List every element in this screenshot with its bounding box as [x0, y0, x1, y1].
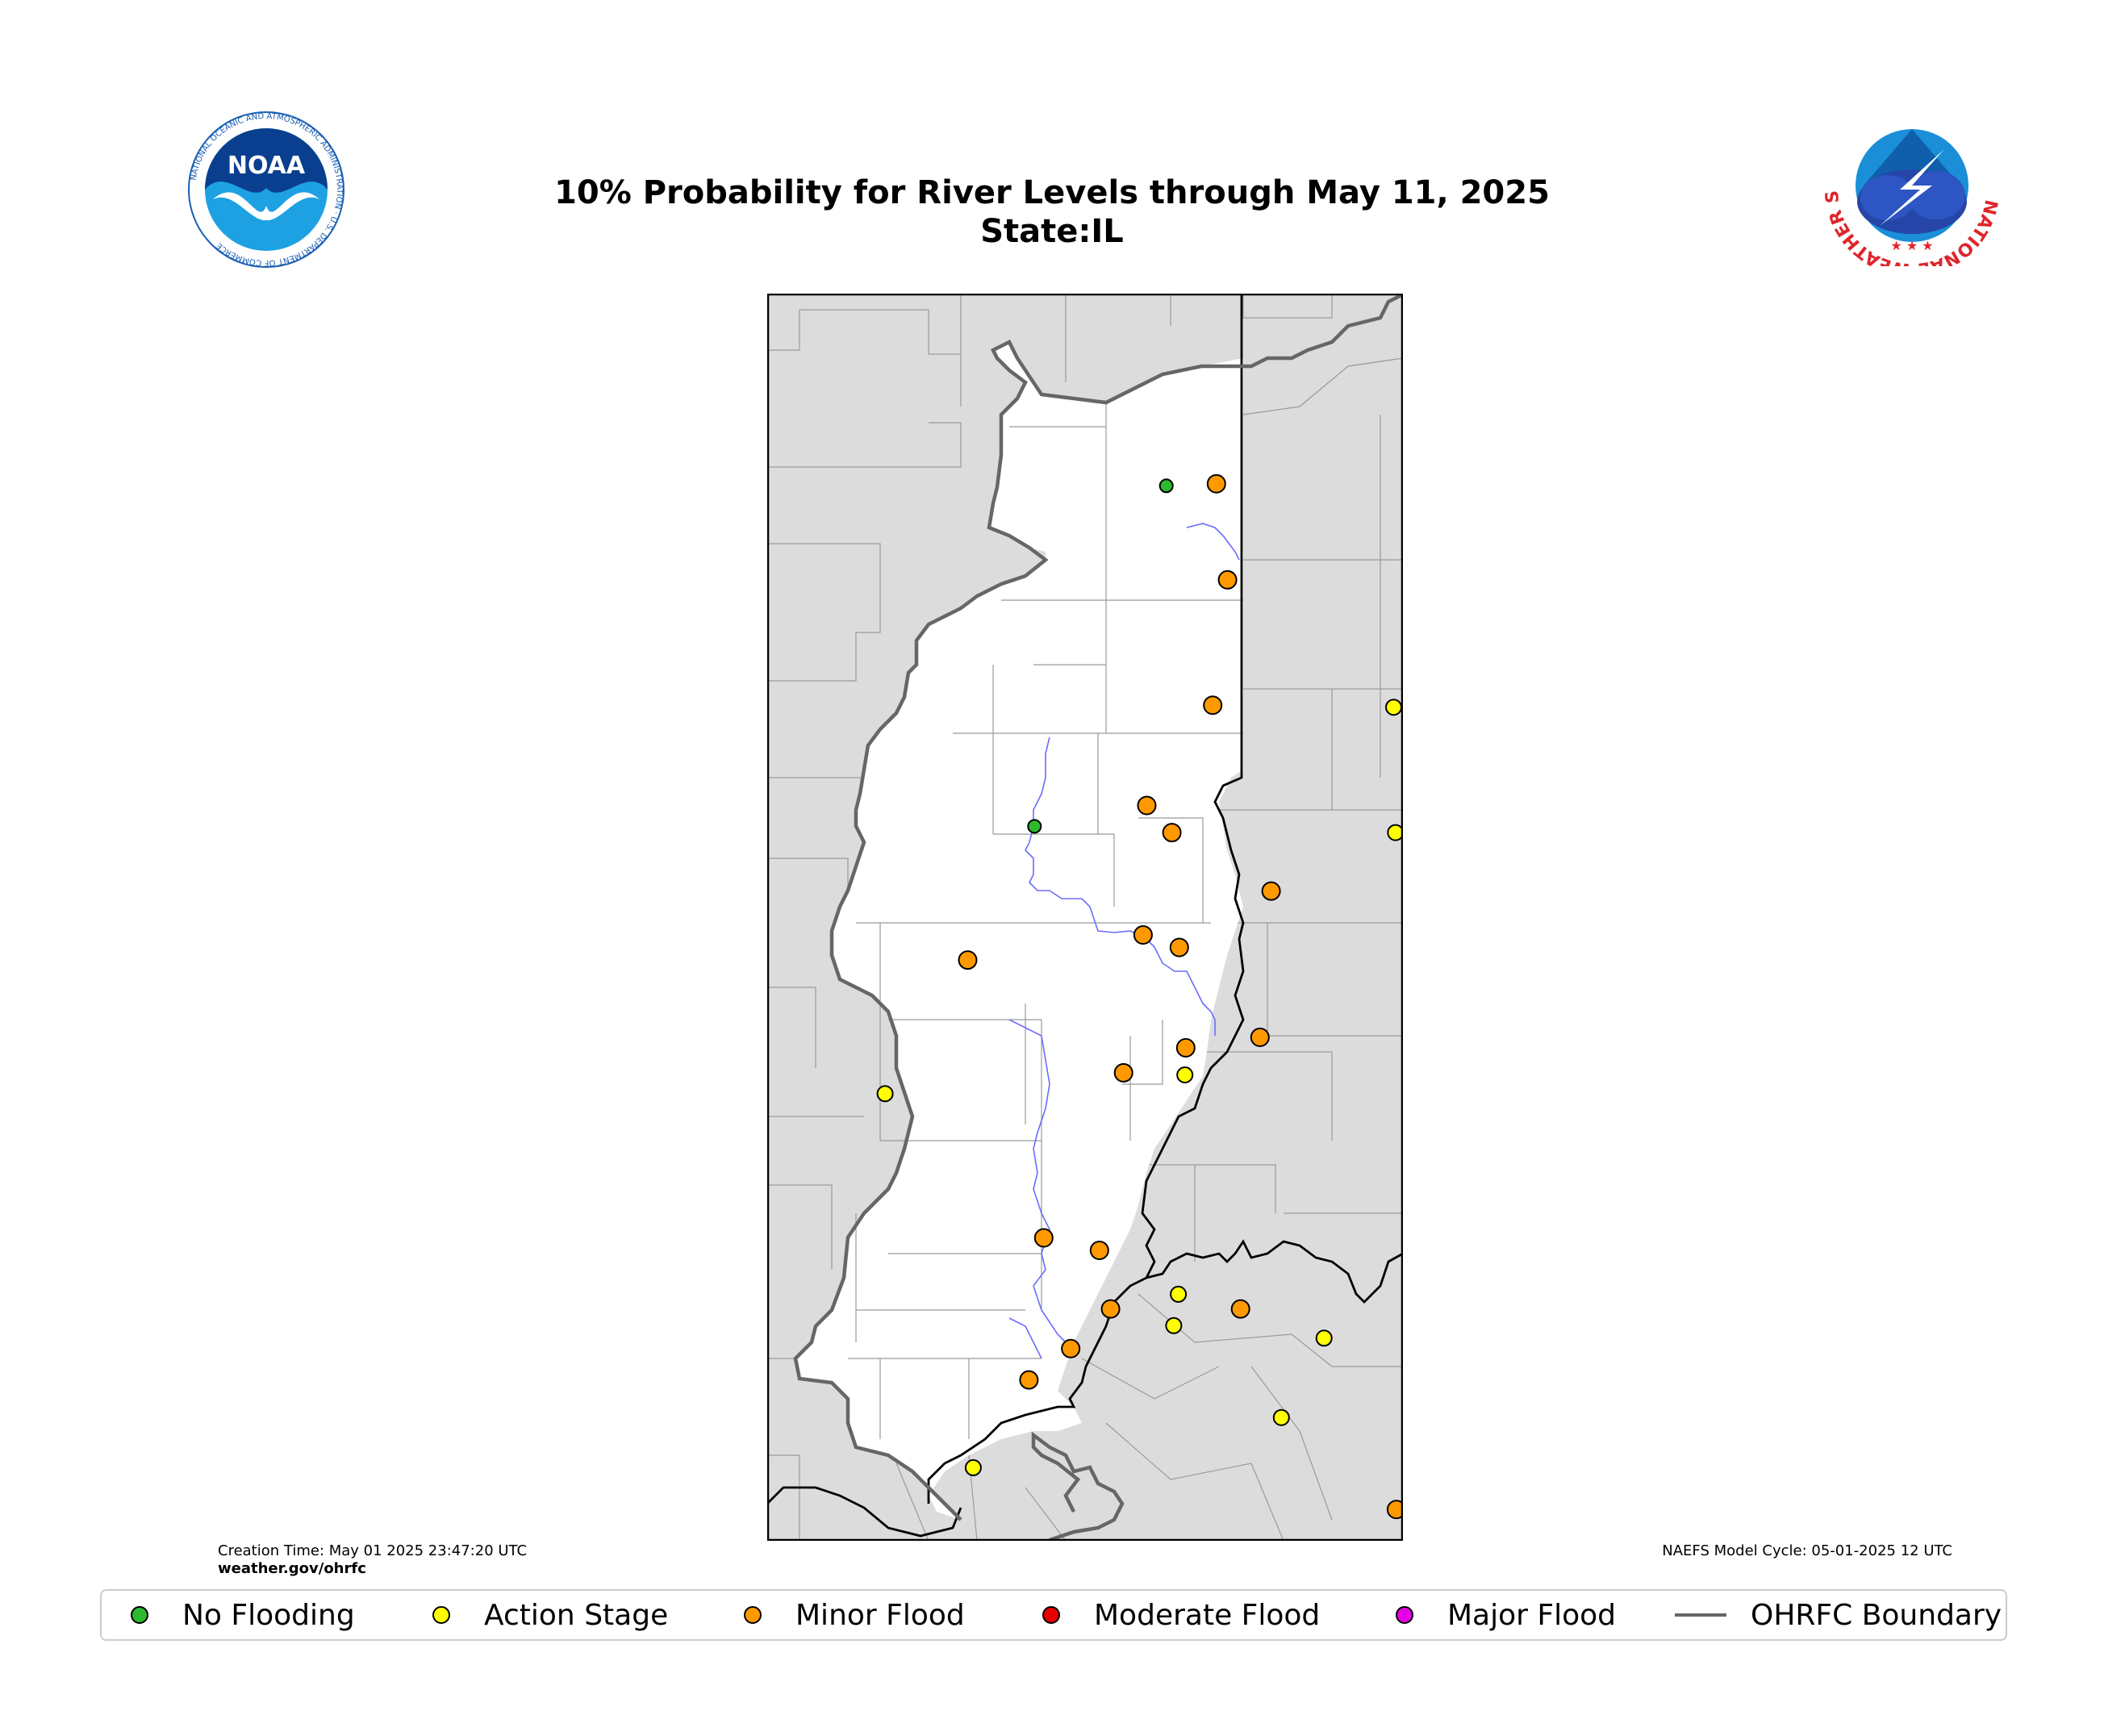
gauge-markers — [876, 474, 1403, 1520]
legend-item-major-flood: Major Flood — [1396, 1591, 1616, 1639]
map-panel — [767, 294, 1403, 1541]
noaa-logo-text: NOAA — [228, 152, 306, 180]
gauge-marker[interactable] — [1170, 1285, 1188, 1303]
legend-item-moderate-flood: Moderate Flood — [1042, 1591, 1320, 1639]
gauge-marker[interactable] — [1230, 1299, 1250, 1319]
gauge-marker[interactable] — [1206, 474, 1226, 494]
creation-time: Creation Time: May 01 2025 23:47:20 UTC — [218, 1542, 528, 1559]
legend-label: No Flooding — [182, 1598, 355, 1632]
gauge-marker[interactable] — [1250, 1027, 1270, 1047]
ohrfc-boundary — [793, 294, 1403, 1541]
legend-label: OHRFC Boundary — [1751, 1598, 2002, 1632]
svg-text:★ ★ ★: ★ ★ ★ — [1890, 238, 1933, 253]
service-area — [795, 342, 1243, 1520]
gauge-marker[interactable] — [1162, 823, 1182, 843]
legend-label: Action Stage — [484, 1598, 669, 1632]
gauge-marker[interactable] — [958, 950, 978, 970]
gauge-marker[interactable] — [1113, 1062, 1133, 1083]
gauge-marker[interactable] — [1261, 881, 1281, 901]
inside-county-lines — [848, 403, 1243, 1439]
gauge-marker[interactable] — [1169, 937, 1189, 958]
gauge-marker[interactable] — [1203, 695, 1223, 716]
major-flood-icon — [1396, 1606, 1413, 1624]
gauge-marker[interactable] — [1217, 570, 1238, 590]
gauge-marker[interactable] — [1387, 824, 1403, 841]
gauge-marker[interactable] — [1272, 1408, 1290, 1426]
gauge-marker[interactable] — [1385, 699, 1402, 716]
gauge-marker[interactable] — [1027, 819, 1042, 834]
boundary-line-icon — [1675, 1613, 1726, 1617]
gauge-marker[interactable] — [1089, 1241, 1109, 1260]
gauge-marker[interactable] — [1165, 1317, 1183, 1334]
legend-item-ohrfc-boundary: OHRFC Boundary — [1675, 1591, 2002, 1639]
noaa-logo: NOAA NATIONAL OCEANIC AND ATMOSPHERIC AD… — [188, 111, 344, 268]
gauge-marker[interactable] — [1386, 1500, 1403, 1520]
legend-item-minor-flood: Minor Flood — [744, 1591, 965, 1639]
gauge-marker[interactable] — [1158, 478, 1174, 494]
action-stage-icon — [432, 1606, 450, 1624]
nws-logo: NATIONAL WEATHER SERVICE ★ ★ ★ — [1823, 105, 2001, 266]
gauge-marker[interactable] — [964, 1458, 982, 1476]
gauge-marker[interactable] — [1176, 1066, 1194, 1083]
legend-label: Major Flood — [1447, 1598, 1617, 1632]
map-subtitle: State:IL — [980, 213, 1124, 250]
map-title: 10% Probability for River Levels through… — [554, 174, 1550, 211]
moderate-flood-icon — [1042, 1606, 1060, 1624]
gauge-marker[interactable] — [1315, 1329, 1333, 1347]
no-flooding-icon — [131, 1606, 148, 1624]
gauge-marker[interactable] — [1061, 1338, 1081, 1358]
gauge-marker[interactable] — [1175, 1037, 1196, 1058]
legend-label: Moderate Flood — [1094, 1598, 1321, 1632]
website-link[interactable]: weather.gov/ohrfc — [218, 1560, 366, 1577]
legend: No Flooding Action Stage Minor Flood Mod… — [100, 1589, 2007, 1641]
gauge-marker[interactable] — [1019, 1370, 1039, 1390]
gauge-marker[interactable] — [1033, 1228, 1054, 1248]
legend-label: Minor Flood — [795, 1598, 965, 1632]
gauge-marker[interactable] — [1100, 1299, 1121, 1319]
map-frame — [767, 294, 1403, 1541]
gauge-marker[interactable] — [1133, 925, 1153, 945]
gauge-marker[interactable] — [1137, 795, 1157, 816]
gauge-marker[interactable] — [876, 1085, 894, 1103]
minor-flood-icon — [744, 1606, 762, 1624]
legend-item-no-flooding: No Flooding — [131, 1591, 355, 1639]
legend-item-action-stage: Action Stage — [432, 1591, 668, 1639]
model-cycle: NAEFS Model Cycle: 05-01-2025 12 UTC — [1662, 1542, 1952, 1559]
